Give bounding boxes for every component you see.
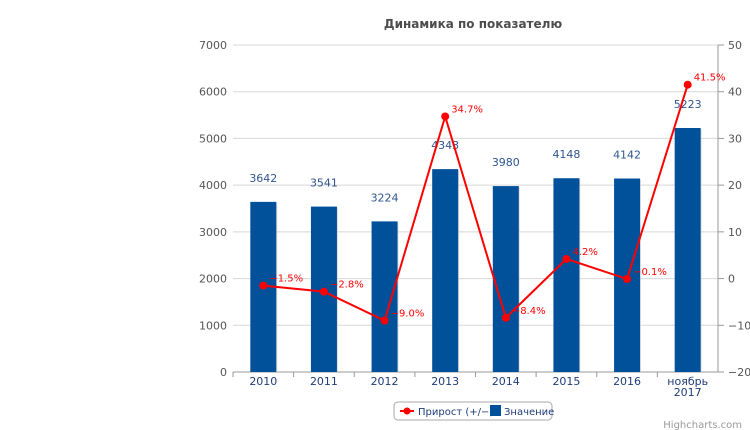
- legend: Прирост (+/−) Значение: [393, 401, 554, 421]
- bar-data-label: 4142: [613, 149, 641, 162]
- y-left-tick-label: 6000: [199, 86, 227, 99]
- x-tick-label: 2010: [249, 375, 277, 388]
- bar-data-label: 5223: [674, 98, 702, 111]
- bar-data-label: 4148: [552, 148, 580, 161]
- growth-point[interactable]: [623, 275, 632, 284]
- bar-data-label: 3541: [310, 177, 338, 190]
- growth-data-label: −2.8%: [330, 280, 364, 291]
- growth-data-label: −9.0%: [391, 309, 425, 320]
- y-right-tick-label: 50: [728, 39, 742, 52]
- x-tick-label: 2014: [492, 375, 520, 388]
- growth-point[interactable]: [380, 316, 389, 325]
- x-tick-label: 2012: [371, 375, 399, 388]
- x-tick-label: ноябрь: [667, 375, 708, 388]
- y-left-tick-label: 2000: [199, 273, 227, 286]
- x-tick-label: 2016: [613, 375, 641, 388]
- y-left-tick-label: 4000: [199, 179, 227, 192]
- legend-item-growth[interactable]: Прирост (+/−): [418, 407, 493, 418]
- bar[interactable]: [553, 178, 580, 372]
- x-tick-label: 2011: [310, 375, 338, 388]
- y-left-tick-label: 5000: [199, 132, 227, 145]
- growth-point[interactable]: [683, 80, 692, 89]
- credits-link[interactable]: Highcharts.com: [663, 420, 742, 430]
- legend-box: [393, 401, 553, 421]
- bar-data-label: 3224: [371, 191, 399, 204]
- y-right-tick-label: 0: [728, 273, 735, 286]
- y-right-tick-label: −10: [728, 319, 750, 332]
- y-left-tick-label: 7000: [199, 39, 227, 52]
- chart-title: Динамика по показателю: [384, 17, 563, 31]
- bar[interactable]: [432, 169, 459, 372]
- legend-marker-icon: [403, 407, 411, 415]
- bar-data-label: 3980: [492, 156, 520, 169]
- x-tick-label: 2017: [674, 386, 702, 399]
- growth-point[interactable]: [259, 281, 268, 290]
- x-tick-label: 2013: [431, 375, 459, 388]
- y-left-tick-label: 3000: [199, 226, 227, 239]
- growth-data-label: 34.7%: [451, 104, 483, 115]
- legend-item-value[interactable]: Значение: [504, 407, 554, 418]
- growth-data-label: −1.5%: [269, 274, 303, 285]
- y-right-tick-label: 20: [728, 179, 742, 192]
- growth-data-label: −0.1%: [633, 267, 667, 278]
- growth-data-label: 41.5%: [694, 73, 726, 84]
- y-right-tick-label: 40: [728, 86, 742, 99]
- bar[interactable]: [492, 186, 519, 372]
- y-right-tick-label: 30: [728, 132, 742, 145]
- growth-data-label: 4.2%: [572, 247, 597, 258]
- bar[interactable]: [371, 221, 398, 372]
- y-left-tick-label: 0: [220, 366, 227, 379]
- growth-point[interactable]: [441, 112, 450, 121]
- growth-data-label: −8.4%: [512, 306, 546, 317]
- bar[interactable]: [674, 128, 701, 372]
- y-right-tick-label: 10: [728, 226, 742, 239]
- x-tick-label: 2015: [552, 375, 580, 388]
- y-left-tick-label: 1000: [199, 319, 227, 332]
- growth-point[interactable]: [501, 313, 510, 322]
- y-right-tick-label: −20: [728, 366, 750, 379]
- legend-bar-icon: [490, 405, 501, 416]
- growth-line: [263, 84, 689, 323]
- growth-point[interactable]: [319, 287, 328, 296]
- bar-data-label: 3642: [249, 172, 277, 185]
- growth-point[interactable]: [562, 254, 571, 263]
